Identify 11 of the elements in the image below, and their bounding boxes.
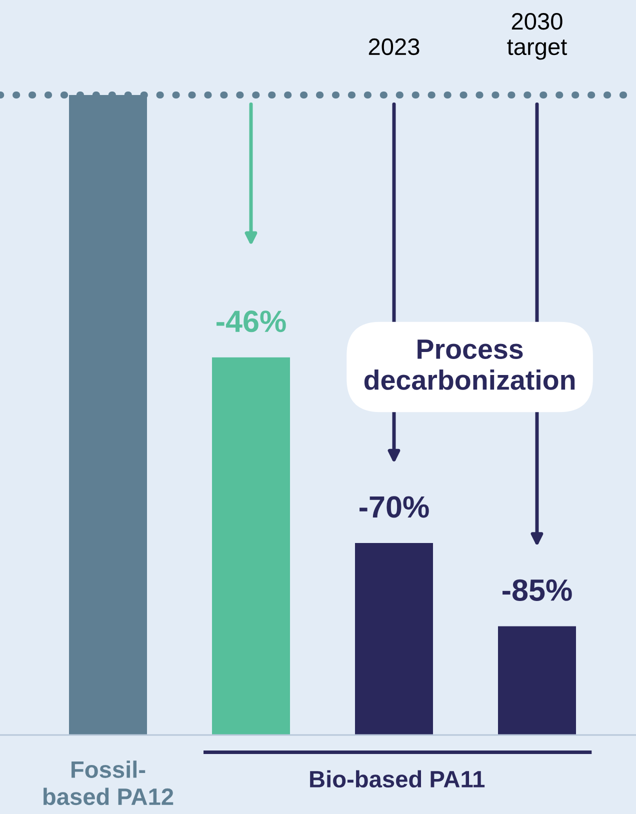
text: Bio-based PA11 (310, 770, 485, 788)
bar (355, 543, 433, 735)
bar (212, 357, 290, 735)
annotation: Process decarbonization (364, 340, 575, 390)
annotation: -46% (216, 310, 286, 332)
bar (498, 626, 576, 735)
text: 2023 (368, 38, 420, 56)
x-tick-label: Fossil- based PA12 (44, 760, 174, 806)
annotation: -85% (502, 579, 572, 601)
text: 2030 target (507, 12, 568, 60)
annotation: -70% (360, 496, 429, 518)
